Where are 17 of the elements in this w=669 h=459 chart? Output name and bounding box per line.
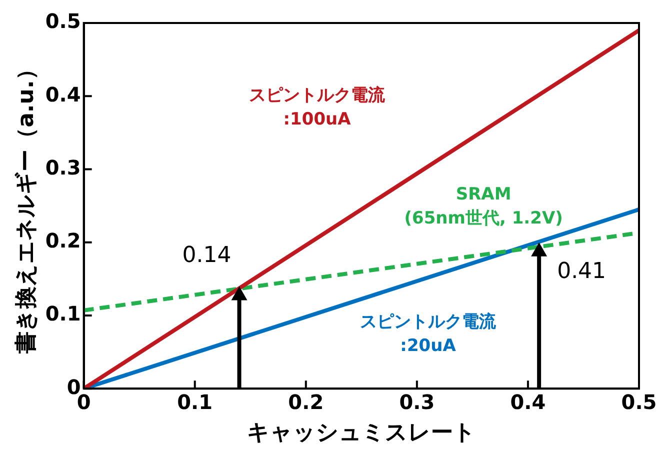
series-label: SRAM (65nm世代, 1.2V)	[404, 184, 563, 228]
series-label: スピントルク電流 :20uA	[360, 312, 498, 356]
x-tick-label: 0.4	[510, 390, 546, 414]
text: スピントルク電流 :100uA	[249, 86, 386, 130]
y-tick-label: 0.3	[45, 155, 81, 180]
annotation: 0.41	[557, 259, 606, 284]
y-tick-label: 0.1	[45, 302, 81, 326]
x-tick-label: 0.3	[399, 390, 435, 414]
x-tick-label: 0.1	[177, 390, 213, 414]
y-tick-label: 0.2	[45, 228, 81, 253]
y-tick-label: 0.4	[45, 82, 81, 106]
y-axis-title: 書き換えエネルギー（a.u.）	[14, 58, 39, 354]
y-tick-label: 0.5	[45, 9, 81, 34]
annotation: 0.14	[182, 242, 232, 268]
x-tick-label: 0.5	[621, 390, 657, 414]
x-axis-title: キャッシュミスレート	[246, 420, 476, 446]
x-tick-label: 0.2	[288, 390, 324, 414]
